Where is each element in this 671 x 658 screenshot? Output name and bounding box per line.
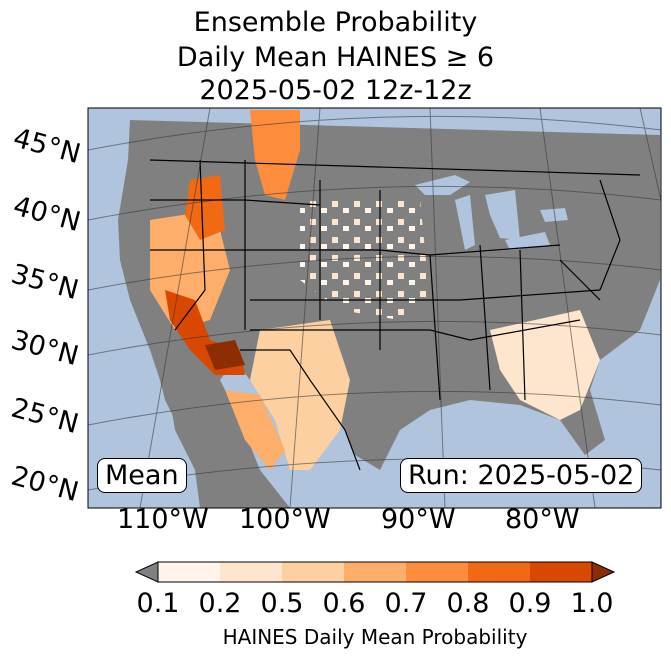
lon-label-110w: 110°W [117,504,209,535]
colorbar-tick-0: 0.1 [136,588,180,619]
region-montana [250,110,300,200]
region-plains-speckle [300,200,430,320]
colorbar-tick-2: 0.5 [260,588,304,619]
state-borders [149,159,641,471]
colorbar-segment-0 [158,562,221,582]
colorbar-tick-4: 0.7 [384,588,428,619]
region-texas [250,320,350,470]
baja [155,360,215,475]
colorbar-tick-3: 0.6 [322,588,366,619]
great-lakes [415,175,568,250]
colorbar-tick-1: 0.2 [198,588,242,619]
stat-label-box: Mean [97,458,187,493]
colorbar-over-arrow [591,561,616,583]
title-line-3: 2025-05-02 12z-12z [199,75,472,106]
colorbar-segment-5 [468,562,531,582]
colorbar-frame [157,561,593,583]
colorbar-under-arrow [134,561,159,583]
lon-label-80w: 80°W [505,504,580,535]
region-arizona-max [205,340,245,370]
run-label-box: Run: 2025-05-02 [400,458,643,493]
map-frame [87,107,662,509]
title-line-1: Ensemble Probability [193,7,478,38]
region-southeast [490,310,600,420]
title-line-2: Daily Mean HAINES ≥ 6 [176,42,495,73]
lon-label-100w: 100°W [239,504,331,535]
colorbar-segment-4 [406,562,469,582]
region-mexico [225,390,285,470]
colorbar-label: HAINES Daily Mean Probability [222,625,528,649]
colorbar-segment-3 [344,562,407,582]
colorbar-segment-2 [282,562,345,582]
colorbar-segment-6 [530,562,593,582]
colorbar-tick-5: 0.8 [446,588,490,619]
colorbar-segment-1 [220,562,283,582]
colorbar-tick-6: 0.9 [508,588,552,619]
colorbar [134,561,616,583]
colorbar-tick-7: 1.0 [570,588,614,619]
lon-label-90w: 90°W [381,504,456,535]
